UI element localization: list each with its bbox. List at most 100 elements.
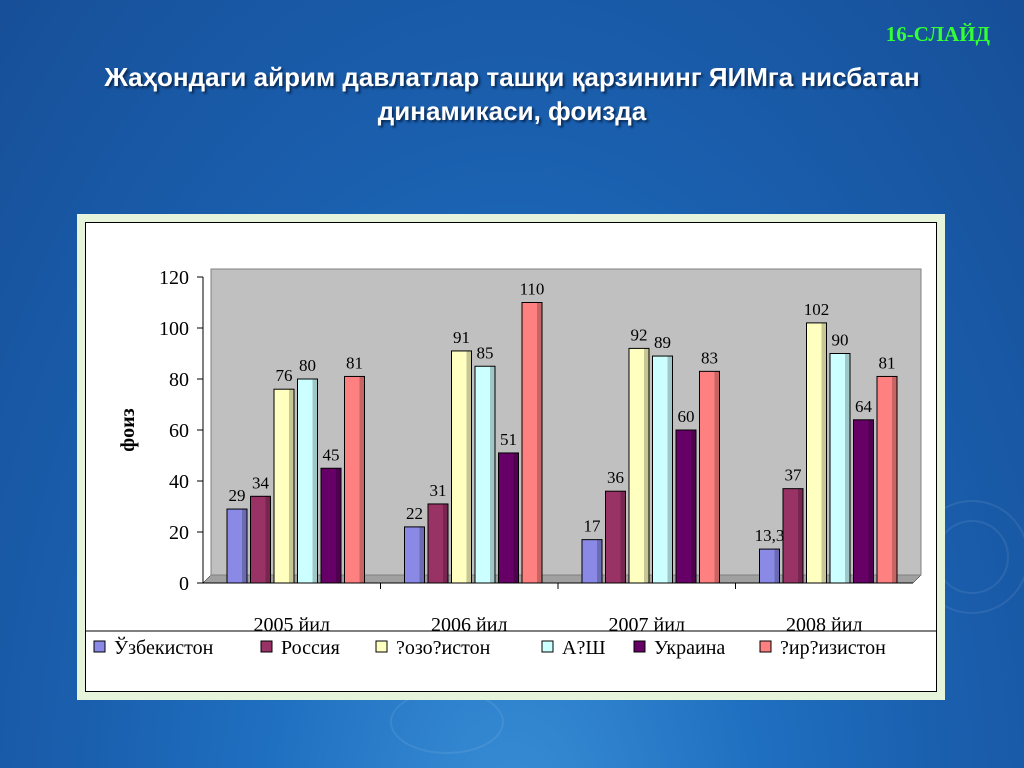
bar-shade-1-2: [620, 491, 626, 583]
legend-swatch: [93, 640, 106, 653]
legend-swatch: [375, 640, 388, 653]
bar-shade-5-2: [714, 371, 720, 583]
bar-2-3: [806, 322, 827, 584]
legend-label: ?озо?истон: [396, 637, 491, 659]
bar-1-1: [427, 503, 449, 584]
y-tick-label: 0: [179, 573, 189, 595]
data-label: 85: [477, 343, 494, 362]
bar-4-2: [675, 429, 697, 584]
bar-shade-2-1: [466, 350, 472, 583]
data-label: 90: [832, 331, 849, 350]
bar-1-3: [782, 488, 804, 584]
bar-shade-1-0: [265, 496, 271, 583]
bar-5-2: [699, 370, 720, 584]
bar-5-3: [876, 375, 898, 584]
bar-shade-2-0: [289, 389, 294, 583]
bar-0-1: [404, 526, 425, 584]
bar-shade-4-3: [868, 419, 874, 583]
data-label: 64: [855, 397, 873, 416]
bar-chart: 0 20 40 60 80 100 120 фоиз 2005 йил 2006 йил 2007 …: [86, 267, 936, 659]
bar-shade-2-2: [644, 348, 649, 583]
bar-shade-3-0: [312, 379, 318, 583]
legend-swatch: [260, 640, 273, 653]
legend-label: ?ир?изистон: [780, 637, 886, 659]
y-tick-label: 60: [169, 420, 189, 442]
data-label: 36: [607, 468, 624, 487]
y-tick-label: 40: [169, 471, 189, 493]
bar-shade-4-0: [336, 468, 341, 583]
bar-shade-1-1: [443, 503, 448, 583]
data-label: 17: [584, 517, 602, 536]
data-label: 60: [678, 407, 695, 426]
bar-4-3: [853, 419, 874, 584]
bar-shade-4-1: [513, 452, 519, 583]
slide-number: 16-СЛАЙД: [885, 22, 990, 46]
data-label: 29: [229, 486, 246, 505]
bar-0-2: [581, 539, 603, 584]
x-tick-label: 2008 йил: [786, 614, 862, 636]
legend-label: А?Ш: [562, 637, 606, 659]
data-label: 51: [500, 430, 517, 449]
slide-title: Жаҳондаги айрим давлатлар ташқи қарзинин…: [104, 62, 920, 126]
bar-shade-3-2: [667, 356, 673, 583]
data-label: 110: [520, 280, 545, 299]
bar-shade-1-3: [798, 488, 803, 583]
y-tick-label: 80: [169, 369, 189, 391]
data-label: 34: [252, 473, 270, 492]
data-label: 81: [346, 353, 363, 372]
data-label: 92: [631, 325, 648, 344]
legend-swatch: [759, 640, 772, 653]
legend-label: Россия: [281, 637, 340, 659]
bar-shade-0-1: [419, 526, 425, 583]
bar-4-0: [320, 467, 342, 584]
bar-shade-5-0: [359, 376, 365, 583]
y-tick-label: 100: [159, 318, 189, 340]
legend-label: Украина: [654, 637, 725, 659]
bar-2-1: [451, 350, 472, 584]
bar-1-0: [250, 495, 271, 584]
x-tick-label: 2006 йил: [431, 614, 507, 636]
data-label: 102: [804, 300, 830, 319]
y-tick-label: 20: [169, 522, 189, 544]
legend-swatch: [541, 640, 554, 653]
bar-shade-0-2: [597, 539, 602, 583]
data-label: 37: [785, 466, 803, 485]
y-tick-label: 120: [159, 267, 189, 289]
x-tick-label: 2005 йил: [254, 614, 330, 636]
bar-3-1: [474, 365, 496, 584]
bar-shade-2-3: [821, 322, 827, 583]
bar-shade-3-1: [490, 366, 495, 583]
data-label: 22: [406, 504, 423, 523]
bar-shade-0-3: [774, 549, 780, 583]
chart-area: 0 20 40 60 80 100 120 фоиз 2005 йил 2006 йил 2007 …: [85, 222, 937, 692]
data-label: 89: [654, 333, 671, 352]
bar-shade-5-3: [892, 376, 897, 583]
data-label: 31: [430, 481, 447, 500]
bar-5-1: [521, 302, 543, 584]
bar-0-0: [226, 508, 248, 584]
legend-label: Ўзбекистон: [114, 636, 214, 659]
bar-3-0: [297, 378, 318, 584]
data-label: 45: [323, 445, 340, 464]
data-label: 13,3: [755, 526, 785, 545]
bar-shade-0-0: [242, 509, 247, 583]
legend-swatch: [633, 640, 646, 653]
data-label: 81: [879, 353, 896, 372]
data-label: 80: [299, 356, 316, 375]
bar-shade-4-2: [691, 430, 696, 583]
bar-3-2: [652, 355, 673, 584]
bar-4-1: [498, 452, 519, 584]
bar-0-3: [759, 548, 780, 584]
bar-1-2: [605, 490, 626, 584]
y-axis-label: фоиз: [117, 408, 139, 451]
bar-2-0: [273, 388, 295, 584]
data-label: 91: [453, 328, 470, 347]
bar-shade-5-1: [537, 302, 542, 583]
chart-frame: 0 20 40 60 80 100 120 фоиз 2005 йил 2006 йил 2007 …: [77, 214, 945, 700]
x-tick-label: 2007 йил: [609, 614, 685, 636]
data-label: 76: [276, 366, 293, 385]
bar-3-3: [829, 353, 851, 584]
bar-shade-3-3: [845, 353, 850, 583]
bar-2-2: [628, 347, 650, 584]
bar-5-0: [344, 375, 365, 584]
